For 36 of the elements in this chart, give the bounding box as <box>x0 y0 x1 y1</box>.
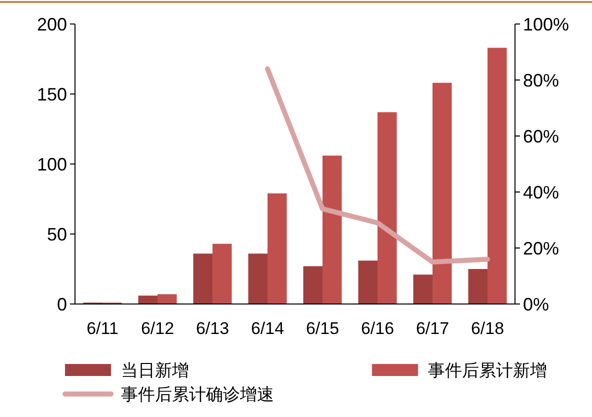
y2-tick-label: 20% <box>523 238 560 258</box>
bar <box>468 269 488 304</box>
y-tick-label: 0 <box>56 294 67 314</box>
y2-tick-label: 0% <box>523 294 550 314</box>
bar <box>303 266 322 304</box>
x-tick-label: 6/16 <box>360 318 394 338</box>
bar <box>138 296 158 304</box>
x-tick-label: 6/12 <box>140 318 174 338</box>
y2-tick-label: 80% <box>523 70 560 90</box>
bar <box>158 294 177 304</box>
y2-tick-label: 60% <box>523 126 560 146</box>
y-tick-label: 100 <box>36 154 67 174</box>
bar <box>432 82 452 304</box>
y-tick-label: 150 <box>36 84 67 104</box>
y-tick-label: 200 <box>36 14 67 34</box>
bar <box>358 260 378 304</box>
bar <box>488 48 507 304</box>
bar <box>193 254 212 304</box>
legend-label: 当日新增 <box>121 360 189 380</box>
bar <box>212 244 232 304</box>
y2-tick-label: 40% <box>523 182 560 202</box>
bar <box>378 112 397 304</box>
legend-label: 事件后累计新增 <box>428 360 547 380</box>
x-tick-label: 6/18 <box>470 318 504 338</box>
y-tick-label: 50 <box>46 224 67 244</box>
x-tick-label: 6/11 <box>86 318 118 338</box>
x-tick-label: 6/15 <box>306 318 340 338</box>
bar <box>413 274 432 304</box>
legend-label: 事件后累计确诊增速 <box>121 384 274 404</box>
x-tick-label: 6/17 <box>416 318 450 338</box>
bar <box>322 156 342 304</box>
x-tick-label: 6/13 <box>196 318 230 338</box>
y2-tick-label: 100% <box>523 14 570 34</box>
bar <box>248 254 268 304</box>
bar <box>268 193 287 304</box>
x-tick-label: 6/14 <box>250 318 284 338</box>
